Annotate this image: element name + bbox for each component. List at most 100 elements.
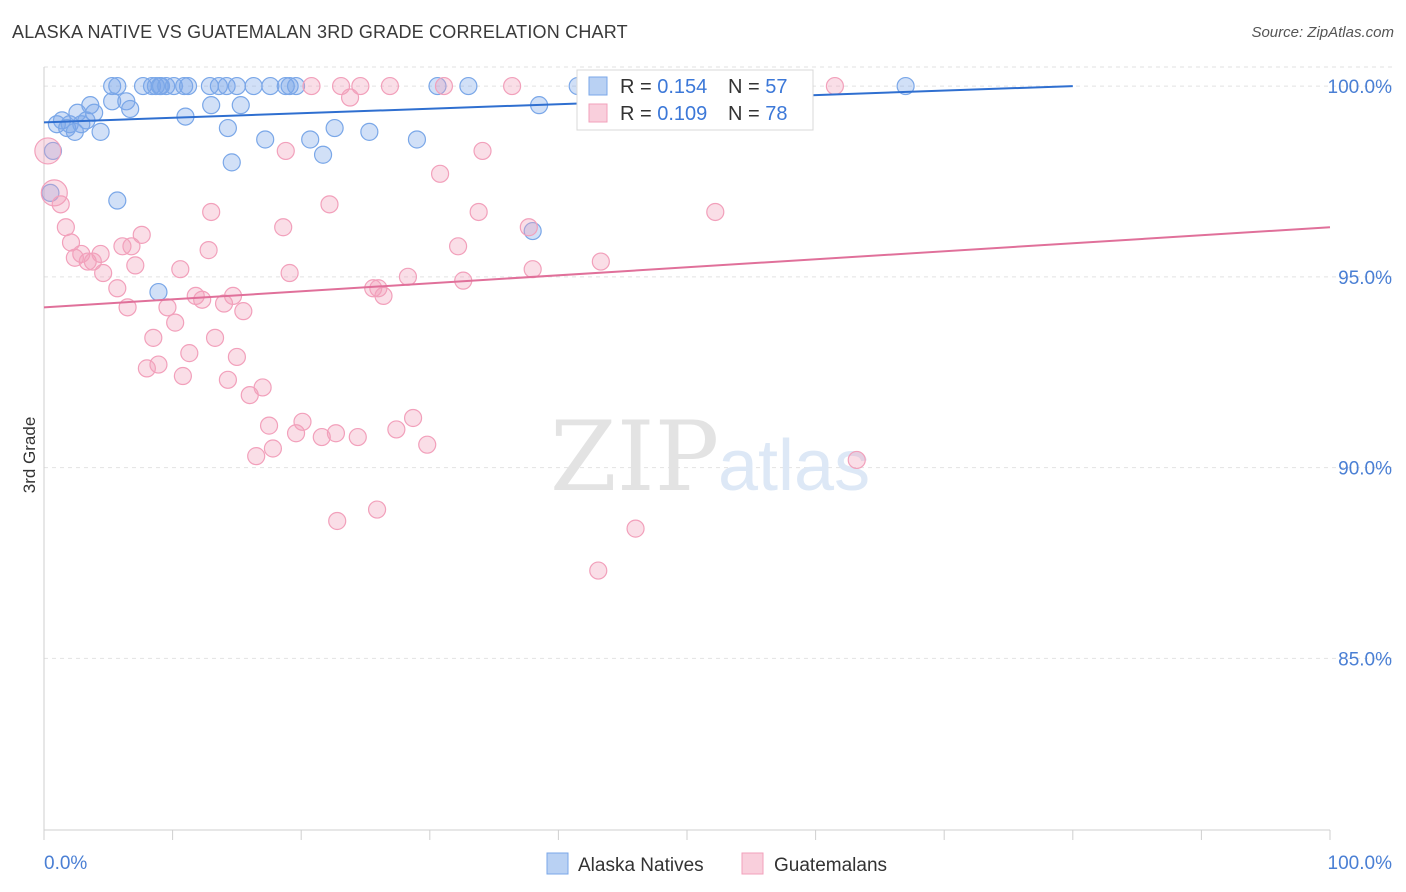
- y-tick-label-3: 85.0%: [1338, 649, 1392, 670]
- guatemalan-point-53: [351, 76, 370, 96]
- alaska-point-11: [85, 103, 104, 122]
- watermark-atlas: atlas: [718, 426, 870, 506]
- guatemalan-point-49: [328, 511, 347, 531]
- alaska-point-34: [218, 118, 237, 138]
- guatemalan-point-41: [276, 141, 295, 161]
- guatemalan-point-20: [158, 298, 177, 317]
- guatemalan-point-61: [403, 408, 423, 428]
- guatemalan-point-67: [469, 202, 488, 222]
- y-tick-label-1: 95.0%: [1338, 268, 1392, 289]
- alaska-point-49: [428, 76, 447, 96]
- alaska-point-42: [280, 76, 299, 96]
- alaska-point-16: [108, 191, 127, 210]
- guatemalan-point-18: [144, 328, 163, 347]
- legend-r-value-2: 0.109: [657, 103, 707, 125]
- alaska-point-18: [121, 99, 140, 119]
- data-points: [34, 76, 915, 580]
- trend-lines: [43, 85, 1331, 309]
- svg-text:N = 57: N = 57: [728, 76, 788, 98]
- alaska-point-46: [325, 118, 344, 138]
- alaska-point-1: [43, 141, 63, 161]
- guatemalan-point-23: [173, 366, 192, 386]
- guatemalan-point-44: [293, 412, 312, 431]
- guatemalan-point-10: [94, 263, 113, 283]
- legend-n-value-2: 78: [765, 103, 787, 125]
- alaska-point-56: [896, 76, 915, 96]
- alaska-point-39: [256, 130, 275, 149]
- guatemalan-point-60: [398, 267, 418, 286]
- alaska-point-13: [103, 76, 122, 96]
- bottom-legend-swatch-alaska: [546, 852, 569, 875]
- guatemalan-point-2: [51, 195, 70, 214]
- guatemalan-point-58: [380, 76, 400, 96]
- legend-r-value-1: 0.154: [657, 76, 707, 98]
- guatemalan-point-28: [202, 202, 221, 222]
- legend-r-label-2: R =: [620, 103, 657, 125]
- alaska-point-6: [65, 122, 84, 141]
- guatemalan-point-11: [108, 279, 127, 298]
- y-tick-label-0: 100.0%: [1328, 77, 1393, 98]
- bottom-legend-label-alaska: Alaska Natives: [578, 855, 704, 876]
- alaska-point-26: [164, 76, 183, 96]
- alaska-point-0: [41, 183, 60, 202]
- guatemalan-point-64: [434, 76, 454, 96]
- alaska-point-21: [146, 76, 165, 96]
- bottom-legend-swatch-guatemalans: [741, 852, 764, 875]
- guatemalan-point-39: [263, 439, 283, 458]
- chart-title: ALASKA NATIVE VS GUATEMALAN 3RD GRADE CO…: [12, 22, 628, 42]
- guatemalan-point-46: [312, 427, 331, 447]
- legend-r-label-1: R =: [620, 76, 657, 98]
- guatemalan-point-8: [83, 252, 102, 271]
- guatemalan-point-38: [259, 416, 279, 435]
- alaska-point-12: [91, 122, 110, 141]
- alaska-point-44: [301, 130, 320, 149]
- stats-legend: R = 0.154 N = 57 R = 0.109 N = 78: [576, 69, 814, 131]
- alaska-point-31: [202, 96, 221, 115]
- guatemalan-point-45: [302, 76, 321, 96]
- guatemalan-point-43: [286, 424, 306, 443]
- legend-swatch-guatemalans: [588, 103, 608, 123]
- guatemalan-point-42: [280, 263, 299, 283]
- guatemalan-point-57: [374, 286, 393, 305]
- bottom-legend: Alaska Natives Guatemalans: [546, 852, 887, 876]
- alaska-point-24: [151, 76, 171, 96]
- svg-text:R = 0.109: R = 0.109: [620, 103, 707, 125]
- alaska-point-32: [209, 76, 228, 96]
- guatemalan-point-63: [430, 164, 450, 183]
- guatemalan-point-75: [706, 202, 725, 222]
- guatemalan-point-59: [387, 420, 406, 439]
- guatemalan-point-17: [137, 359, 156, 378]
- guatemalan-point-55: [367, 500, 387, 519]
- guatemalan-point-37: [253, 378, 272, 397]
- guatemalan-point-47: [320, 195, 339, 214]
- guatemalan-point-14: [122, 237, 141, 256]
- guatemalan-point-33: [227, 347, 246, 367]
- alaska-point-38: [244, 76, 263, 96]
- alaska-point-50: [459, 76, 478, 96]
- x-tick-label-0: 0.0%: [44, 853, 87, 874]
- guatemalan-point-21: [166, 313, 185, 332]
- alaska-trend-line: [43, 85, 1073, 124]
- legend-n-label-1: N =: [728, 76, 765, 98]
- alaska-point-35: [222, 153, 241, 172]
- guatemalan-point-16: [132, 225, 151, 244]
- alaska-point-33: [217, 76, 236, 96]
- alaska-point-25: [157, 76, 176, 96]
- guatemalan-point-24: [180, 344, 199, 363]
- guatemalan-point-22: [171, 260, 190, 279]
- guatemalan-point-65: [448, 237, 468, 256]
- guatemalan-point-73: [589, 561, 608, 580]
- svg-text:R = 0.154: R = 0.154: [620, 76, 707, 98]
- alaska-point-36: [227, 76, 246, 96]
- svg-text:N = 78: N = 78: [728, 103, 788, 125]
- gridlines: [44, 66, 1392, 659]
- guatemalan-point-31: [218, 370, 237, 389]
- guatemalan-point-71: [523, 260, 542, 279]
- alaska-point-40: [261, 76, 280, 96]
- guatemalan-point-77: [847, 450, 866, 470]
- alaska-point-47: [360, 122, 379, 141]
- guatemalan-point-0: [34, 137, 62, 165]
- guatemalan-point-19: [149, 355, 168, 374]
- legend-n-value-1: 57: [765, 76, 787, 98]
- guatemalan-point-48: [326, 424, 346, 443]
